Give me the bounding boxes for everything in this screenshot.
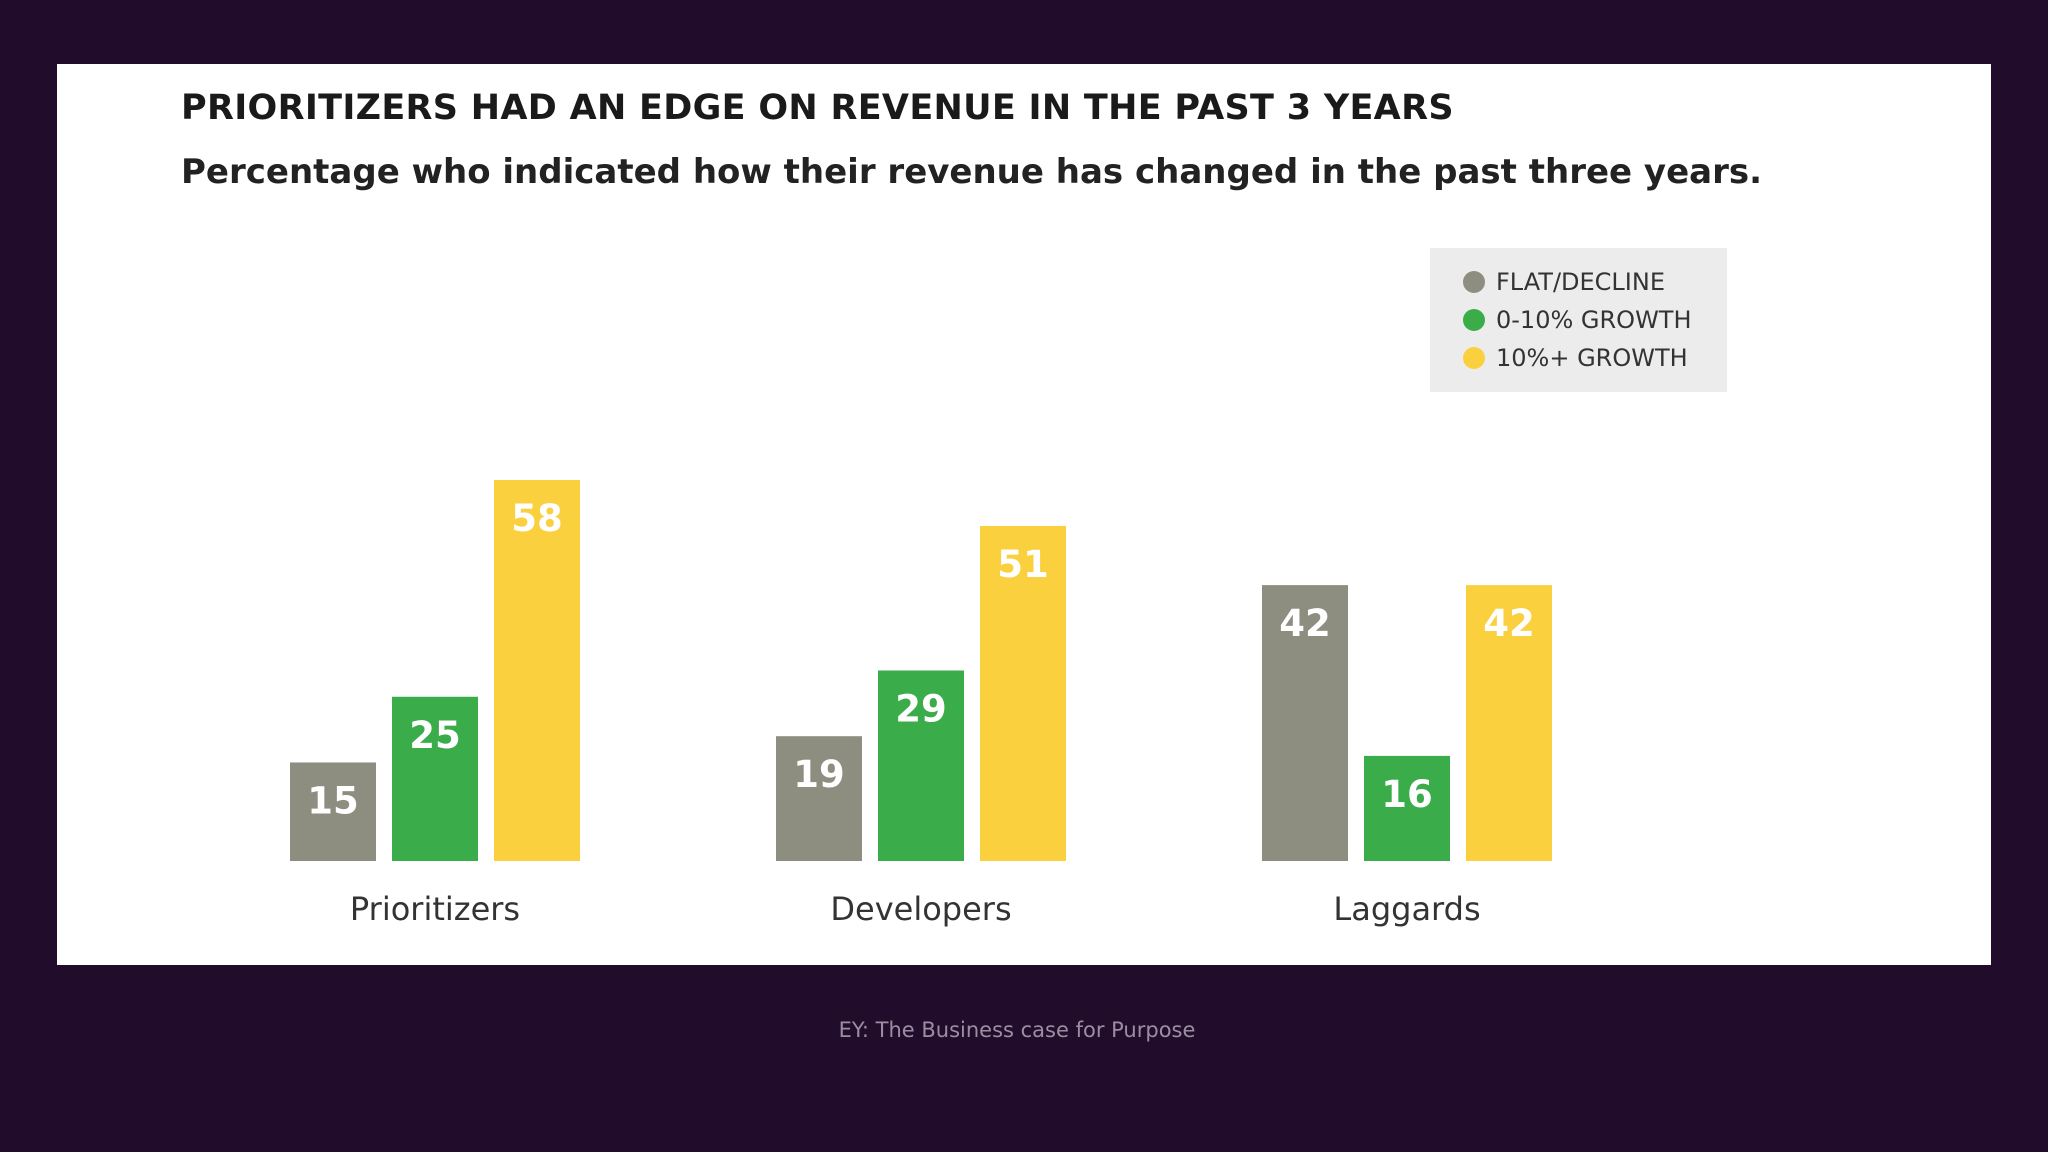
- bar-prioritizers-0-10-growth: [392, 696, 478, 861]
- bar-developers-10-growth: [980, 525, 1066, 861]
- bar-prioritizers-10-growth: [494, 480, 580, 861]
- bar-developers-0-10-growth: [878, 670, 964, 861]
- bar-laggards-0-10-growth: [1364, 755, 1450, 861]
- bar-laggards-10-growth: [1466, 585, 1552, 861]
- chart-card: PRIORITIZERS HAD AN EDGE ON REVENUE IN T…: [57, 64, 1991, 965]
- data-label-laggards-10-growth: 42: [1483, 602, 1535, 645]
- legend-label-flat-decline: FLAT/DECLINE: [1496, 268, 1665, 296]
- data-label-prioritizers-10-growth: 58: [511, 497, 563, 540]
- chart-subtitle: Percentage who indicated how their reven…: [181, 152, 1763, 192]
- source-caption: EY: The Business case for Purpose: [838, 1018, 1196, 1042]
- bar-group-prioritizers: 15 25 58: [290, 480, 580, 861]
- legend-label-growth-10-plus: 10%+ GROWTH: [1496, 344, 1688, 372]
- legend-swatch-growth-10-plus: [1463, 347, 1485, 369]
- data-label-developers-10-growth: 51: [997, 543, 1049, 586]
- bar-developers-flat-decline: [776, 736, 862, 861]
- legend-swatch-growth-0-10: [1463, 309, 1485, 331]
- category-label-laggards: Laggards: [1333, 890, 1480, 928]
- bar-group-laggards: 42 16 42: [1262, 585, 1552, 861]
- legend-item-growth-10-plus: 10%+ GROWTH: [1463, 340, 1688, 376]
- data-label-laggards-flat-decline: 42: [1279, 602, 1331, 645]
- chart-title: PRIORITIZERS HAD AN EDGE ON REVENUE IN T…: [181, 88, 1454, 128]
- category-label-developers: Developers: [830, 890, 1011, 928]
- bar-laggards-flat-decline: [1262, 585, 1348, 861]
- data-label-prioritizers-flat-decline: 15: [307, 779, 359, 822]
- legend-label-growth-0-10: 0-10% GROWTH: [1496, 306, 1692, 334]
- bar-group-developers: 19 29 51: [776, 525, 1066, 861]
- data-label-prioritizers-0-10-growth: 25: [409, 714, 461, 757]
- legend: FLAT/DECLINE 0-10% GROWTH 10%+ GROWTH: [1430, 248, 1727, 392]
- bar-chart: 152558Prioritizers192951Developers421642…: [290, 480, 1552, 928]
- data-label-developers-flat-decline: 19: [793, 753, 845, 796]
- bar-prioritizers-flat-decline: [290, 762, 376, 861]
- legend-swatch-flat-decline: [1463, 271, 1485, 293]
- data-label-developers-0-10-growth: 29: [895, 688, 947, 731]
- legend-item-flat-decline: FLAT/DECLINE: [1463, 264, 1665, 300]
- legend-item-growth-0-10: 0-10% GROWTH: [1463, 302, 1692, 338]
- data-label-laggards-0-10-growth: 16: [1381, 773, 1433, 816]
- category-label-prioritizers: Prioritizers: [350, 890, 520, 928]
